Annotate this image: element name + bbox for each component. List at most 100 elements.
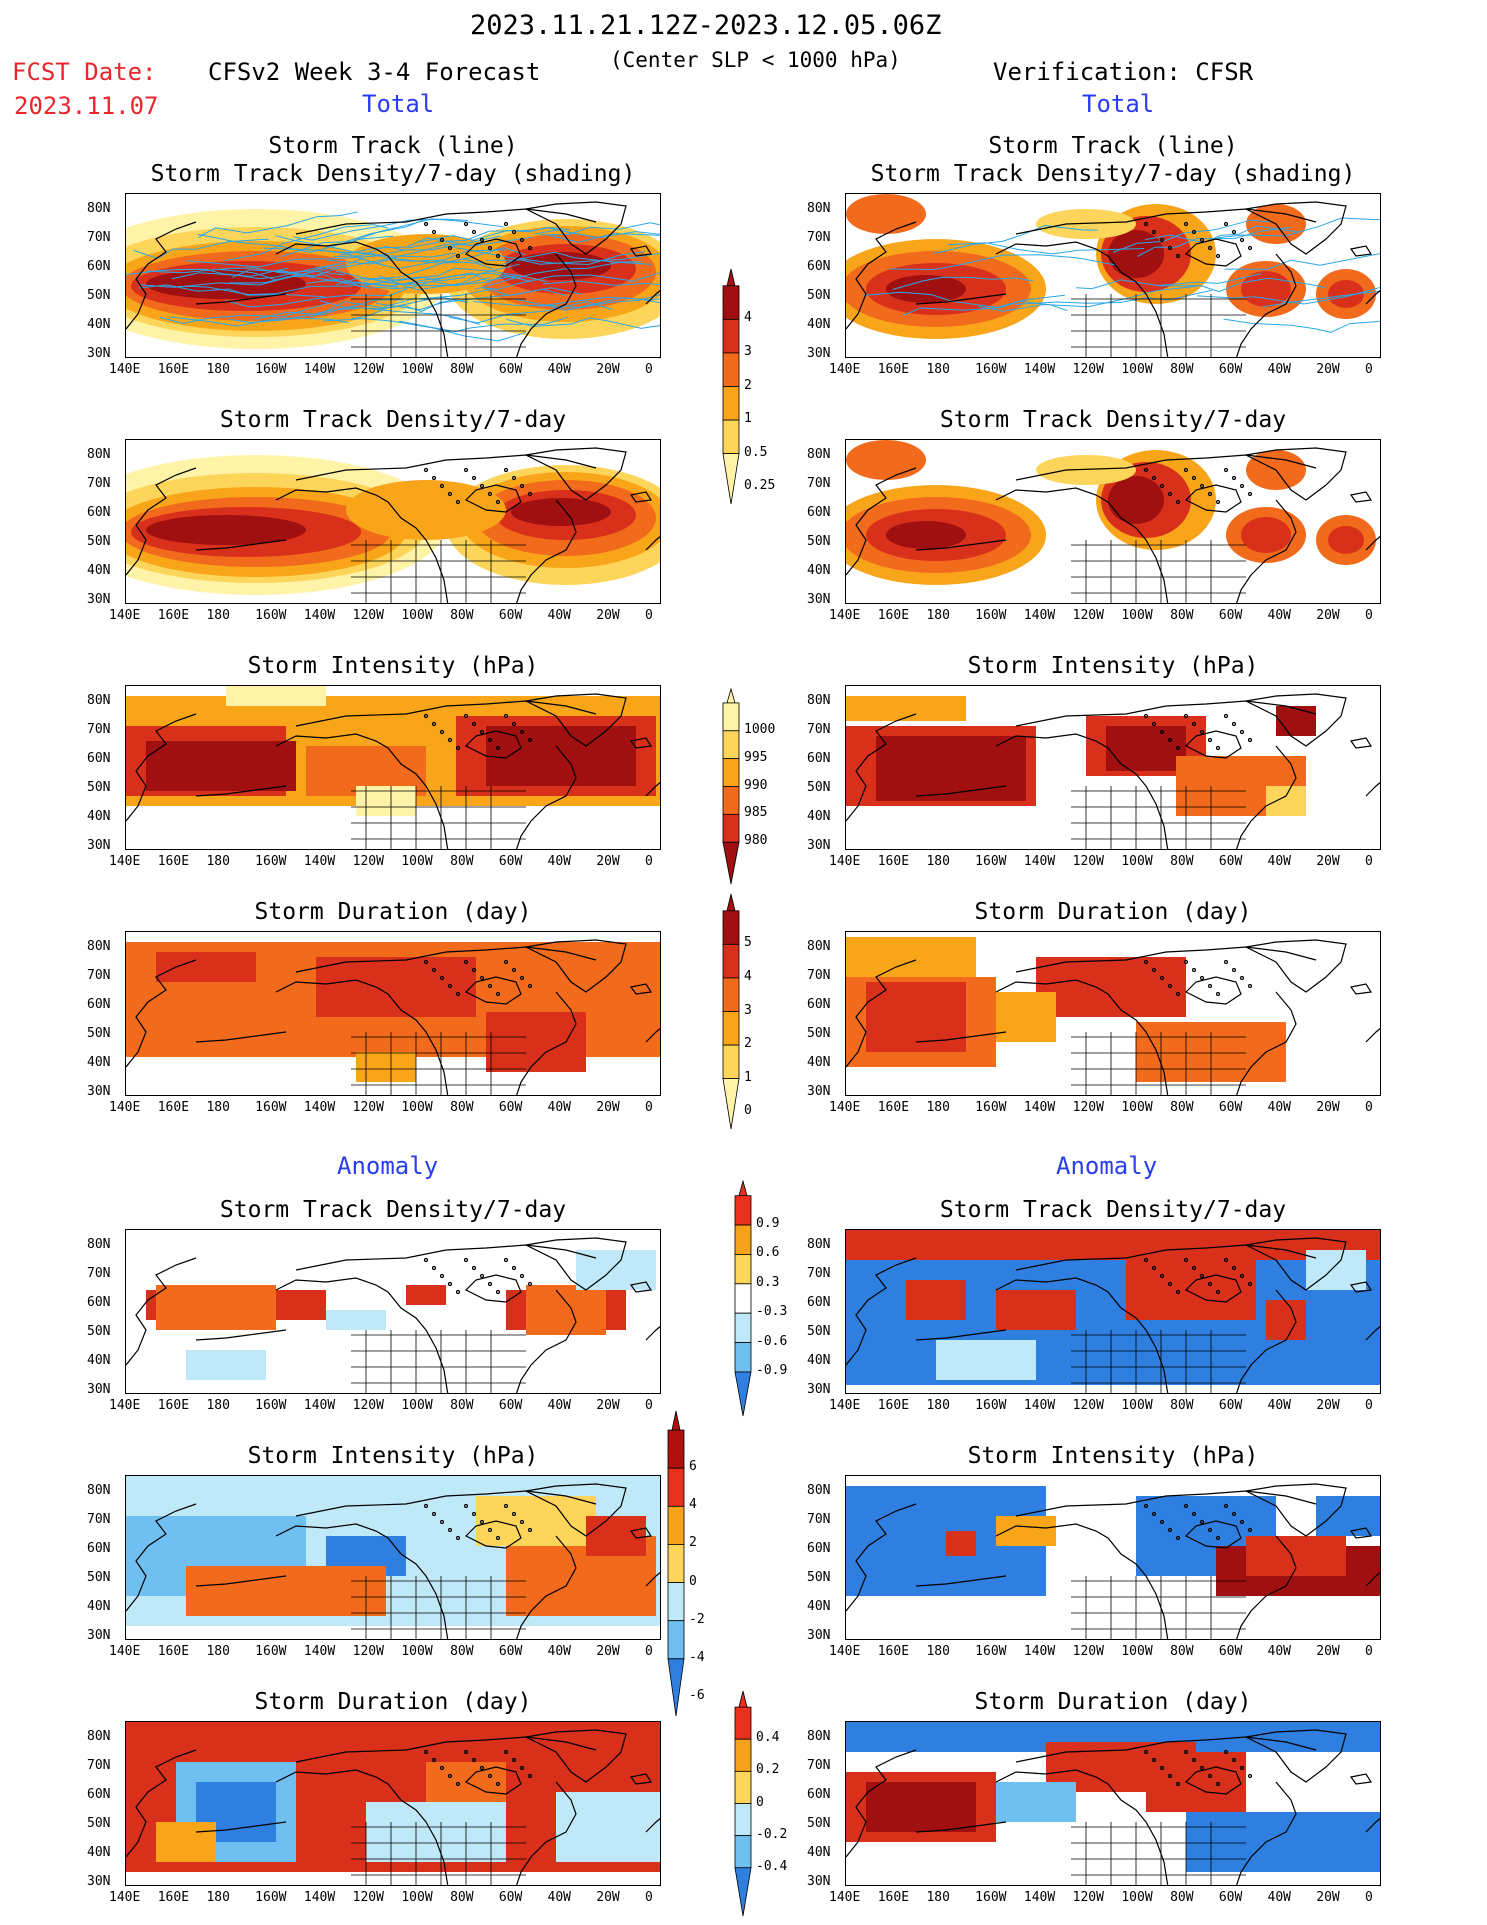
lon-tick-label: 0 xyxy=(1365,1890,1373,1905)
lat-tick-label: 80N xyxy=(807,1237,831,1252)
colorbar-label: 0.5 xyxy=(744,444,768,460)
lon-tick-label: 160W xyxy=(255,1398,287,1413)
colorbar-label: -0.6 xyxy=(756,1333,788,1349)
colorbar-tip xyxy=(722,1078,740,1130)
storm-track xyxy=(133,238,269,260)
coastlines xyxy=(126,939,660,1095)
density-shading xyxy=(1036,209,1136,239)
coastlines xyxy=(126,1237,660,1393)
storm-track xyxy=(364,274,532,287)
lon-tick-label: 20W xyxy=(596,1644,620,1659)
lat-tick-label: 50N xyxy=(87,780,111,795)
lat-tick-label: 70N xyxy=(87,722,111,737)
intensity-cell xyxy=(486,726,636,786)
storm-track xyxy=(1262,290,1380,308)
anomaly-cell xyxy=(906,1280,966,1320)
lon-tick-label: 160W xyxy=(975,1100,1007,1115)
lat-tick-label: 70N xyxy=(807,722,831,737)
lon-tick-label: 160E xyxy=(877,1644,910,1659)
lon-tick-label: 160E xyxy=(877,1890,910,1905)
anomaly-cell xyxy=(366,1802,506,1862)
anomaly-cell xyxy=(936,1340,1036,1380)
lat-tick-label: 30N xyxy=(87,1628,111,1643)
colorbar-duration_anom xyxy=(734,1690,752,1921)
lon-tick-label: 180 xyxy=(206,1398,230,1413)
lon-tick-label: 140E xyxy=(109,1890,141,1905)
lon-tick-label: 180 xyxy=(926,1644,950,1659)
anomaly-cell xyxy=(1266,1300,1306,1340)
lat-tick-label: 80N xyxy=(87,693,111,708)
lon-tick-label: 60W xyxy=(1218,1100,1243,1115)
lon-tick-label: 40W xyxy=(547,1890,572,1905)
anomaly-cell xyxy=(996,1782,1076,1822)
anomaly-cell xyxy=(1126,1260,1256,1320)
colorbar-intensity_anom xyxy=(667,1410,685,1721)
lon-tick-label: 80W xyxy=(1170,1398,1194,1413)
total-left-heading: Total xyxy=(362,90,435,118)
lon-tick-label: 100W xyxy=(401,608,433,623)
lon-tick-label: 160E xyxy=(877,1398,910,1413)
storm-track xyxy=(449,301,613,324)
anomaly-cell xyxy=(1316,1496,1380,1536)
lat-tick-label: 30N xyxy=(87,1084,111,1099)
lon-tick-label: 160E xyxy=(157,362,190,377)
lat-tick-label: 60N xyxy=(87,259,111,274)
lon-tick-label: 180 xyxy=(206,1644,230,1659)
lon-tick-label: 60W xyxy=(498,1644,523,1659)
colorbar-label: 0.2 xyxy=(756,1762,780,1778)
panel-title-track_line: Storm Track (line) xyxy=(268,133,518,159)
storm-track xyxy=(146,264,334,274)
colorbar-tip xyxy=(722,841,740,885)
storm-track xyxy=(1014,289,1213,305)
verification-label: Verification: CFSR xyxy=(993,58,1254,86)
lat-tick-label: 80N xyxy=(87,1237,111,1252)
storm-track xyxy=(889,254,1117,271)
coastlines xyxy=(126,447,660,603)
storm-track xyxy=(371,272,521,290)
lon-tick-label: 0 xyxy=(1365,608,1373,623)
lon-tick-label: 160W xyxy=(975,1644,1007,1659)
map-panel xyxy=(845,439,1381,604)
lon-tick-label: 0 xyxy=(645,1890,653,1905)
lon-tick-label: 100W xyxy=(1121,1100,1153,1115)
lat-tick-label: 70N xyxy=(87,230,111,245)
lat-tick-label: 60N xyxy=(87,751,111,766)
storm-track xyxy=(892,276,1034,290)
storm-track xyxy=(978,285,1197,312)
lon-tick-label: 120W xyxy=(352,1890,384,1905)
lon-tick-label: 160E xyxy=(157,854,190,869)
colorbar-label: 2 xyxy=(689,1535,697,1551)
lat-tick-label: 80N xyxy=(807,1483,831,1498)
lat-tick-label: 60N xyxy=(87,997,111,1012)
storm-track xyxy=(232,269,399,288)
lon-tick-label: 0 xyxy=(1365,1398,1373,1413)
panel-title-density: Storm Track Density/7-day xyxy=(219,1197,567,1223)
colorbar-label: -0.4 xyxy=(756,1858,788,1874)
lon-tick-label: 40W xyxy=(1267,1890,1292,1905)
map-panel xyxy=(125,1475,661,1640)
colorbar-label: 0.9 xyxy=(756,1216,780,1232)
colorbar-segment xyxy=(734,1224,752,1255)
lon-tick-label: 80W xyxy=(450,608,474,623)
lon-tick-label: 180 xyxy=(926,362,950,377)
lat-tick-label: 30N xyxy=(87,592,111,607)
lat-tick-label: 60N xyxy=(807,1295,831,1310)
density-shading xyxy=(1328,280,1364,308)
storm-track xyxy=(417,287,582,300)
lon-tick-label: 180 xyxy=(206,1890,230,1905)
lon-tick-label: 140E xyxy=(109,854,141,869)
lon-tick-label: 80W xyxy=(1170,1100,1194,1115)
lon-tick-label: 40W xyxy=(547,1398,572,1413)
lon-tick-label: 160E xyxy=(157,1890,190,1905)
lon-tick-label: 120W xyxy=(352,1644,384,1659)
storm-track xyxy=(543,280,660,286)
lat-tick-label: 60N xyxy=(807,505,831,520)
lon-tick-label: 80W xyxy=(450,854,474,869)
lat-tick-label: 50N xyxy=(87,534,111,549)
lon-tick-label: 60W xyxy=(498,1100,523,1115)
lon-tick-label: 120W xyxy=(1072,854,1104,869)
colorbar-segment xyxy=(722,702,740,732)
lon-tick-label: 60W xyxy=(1218,1890,1243,1905)
lat-tick-label: 30N xyxy=(807,346,831,361)
colorbar-label: 1 xyxy=(744,411,752,427)
